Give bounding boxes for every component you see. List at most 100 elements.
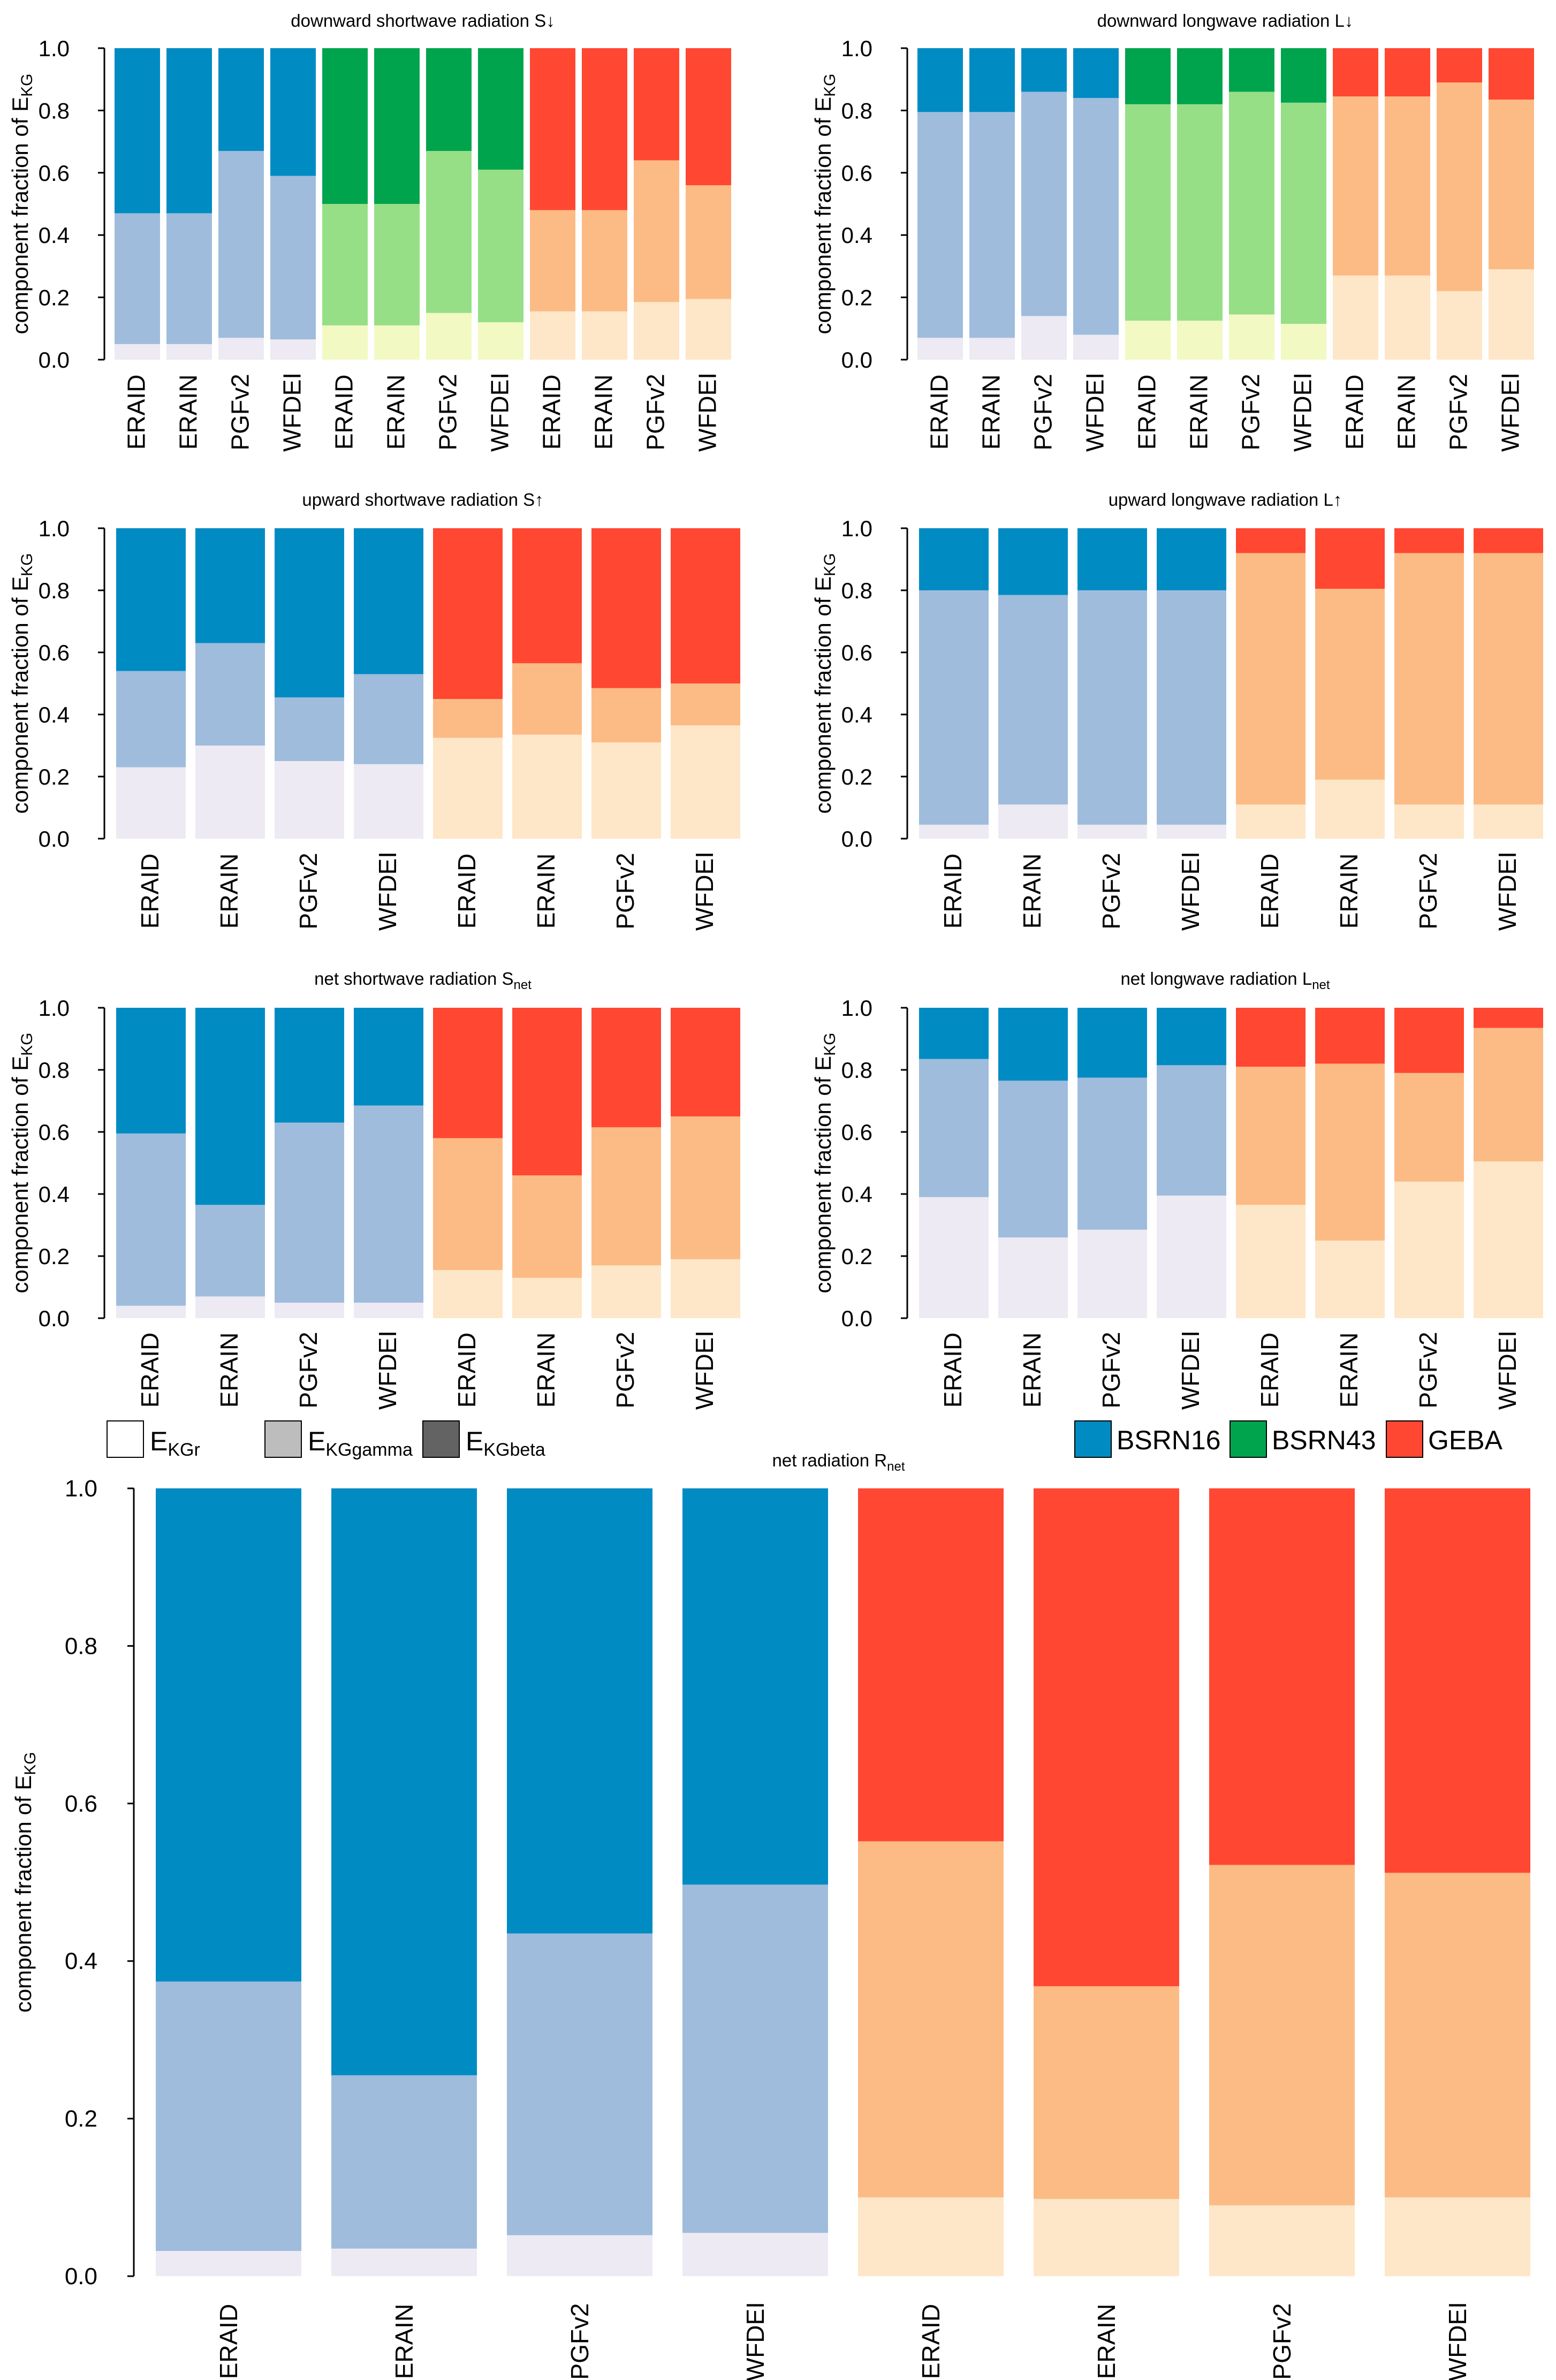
x-category-label: ERAID: [123, 375, 150, 450]
bar-geba-erain-ekggamma: [1315, 1063, 1385, 1241]
x-category-label: PGFv2: [1237, 374, 1265, 450]
x-category-label: WFDEI: [694, 372, 722, 452]
x-category-label: PGFv2: [611, 1332, 639, 1408]
bar-geba-eraid-ekgr: [433, 1270, 503, 1318]
legend-label-bsrn43: BSRN43: [1272, 1425, 1376, 1455]
bar-bsrn43-pgfv2-ekgbeta: [426, 48, 472, 151]
bar-geba-pgfv2-ekggamma: [591, 1127, 661, 1266]
bar-geba-erain-ekggamma: [512, 1175, 582, 1278]
bar-bsrn16-wfdei-ekgbeta: [682, 1488, 828, 1885]
bar-geba-eraid-ekgbeta: [858, 1488, 1004, 1842]
legend-item-geba: GEBA: [1386, 1420, 1503, 1458]
bar-bsrn43-erain-ekggamma: [374, 204, 420, 325]
y-tick-label: 0.8: [65, 1633, 97, 1659]
bar-bsrn16-pgfv2-ekgr: [275, 1303, 344, 1318]
bar-bsrn16-eraid-ekggamma: [115, 213, 160, 344]
bar-geba-pgfv2-ekggamma: [634, 160, 679, 302]
legend-swatch-bsrn16: [1074, 1420, 1112, 1458]
bar-geba-erain-ekggamma: [1034, 1986, 1179, 2199]
x-category-label: WFDEI: [1177, 1330, 1204, 1410]
y-tick-label: 0.2: [39, 764, 70, 789]
chart-panel-6: net longwave radiation Lnet component fra…: [810, 969, 1543, 1410]
bar-bsrn16-erain-ekgbeta: [969, 48, 1015, 112]
bar-bsrn16-wfdei-ekggamma: [270, 176, 316, 340]
x-category-label: ERAID: [1341, 375, 1369, 450]
bar-bsrn16-wfdei-ekggamma: [682, 1884, 828, 2233]
bar-geba-pgfv2-ekggamma: [591, 688, 661, 743]
chart-title-main: net shortwave radiation S: [314, 969, 513, 989]
y-axis-label: component fraction of EKG: [7, 1033, 36, 1294]
chart-title-sub: net: [1312, 978, 1330, 992]
bar-geba-erain-ekgr: [1315, 779, 1385, 839]
x-category-label: ERAID: [925, 375, 953, 450]
y-tick-label: 1.0: [39, 516, 70, 541]
x-category-label: ERAIN: [532, 1333, 560, 1408]
bar-bsrn16-wfdei-ekgbeta: [1157, 1008, 1226, 1066]
bar-bsrn16-erain-ekgbeta: [195, 528, 265, 643]
y-axis-label: component fraction of EKG: [810, 74, 839, 334]
x-category-label: ERAID: [538, 375, 566, 450]
bar-bsrn16-wfdei-ekgbeta: [270, 48, 316, 176]
bar-bsrn16-wfdei-ekgr: [1073, 334, 1119, 360]
bar-geba-wfdei-ekgbeta: [686, 48, 731, 186]
bar-geba-pgfv2-ekgr: [1209, 2205, 1355, 2276]
x-category-label: PGFv2: [1097, 853, 1125, 929]
bar-geba-erain-ekggamma: [1315, 589, 1385, 780]
bar-bsrn16-erain-ekgr: [331, 2248, 477, 2276]
x-category-label: PGFv2: [642, 374, 670, 450]
bar-geba-pgfv2-ekgbeta: [634, 48, 679, 161]
bar-bsrn43-erain-ekgbeta: [374, 48, 420, 204]
y-tick-label: 0.8: [39, 98, 70, 123]
bar-bsrn16-erain-ekggamma: [166, 213, 212, 344]
x-category-label: ERAID: [136, 854, 164, 929]
x-category-label: WFDEI: [1177, 851, 1204, 931]
bar-geba-erain-ekgr: [512, 1278, 582, 1318]
y-tick-label: 1.0: [841, 516, 872, 541]
x-category-label: WFDEI: [741, 2302, 769, 2380]
legend-swatch-geba: [1386, 1420, 1423, 1458]
y-tick-label: 0.2: [39, 1244, 70, 1269]
x-category-label: ERAID: [1256, 1333, 1284, 1408]
bar-bsrn16-wfdei-ekgr: [354, 764, 423, 839]
bar-bsrn16-erain-ekgr: [166, 344, 212, 360]
x-category-label: WFDEI: [1444, 2302, 1471, 2380]
y-tick-label: 0.8: [841, 578, 872, 603]
bar-geba-erain-ekgbeta: [512, 528, 582, 664]
bar-bsrn16-eraid-ekggamma: [917, 112, 963, 338]
legend-item-ekgr: EKGr: [107, 1420, 200, 1460]
bar-geba-pgfv2-ekggamma: [1209, 1865, 1355, 2206]
y-tick-label: 0.8: [39, 578, 70, 603]
chart-title-main: upward shortwave radiation S: [302, 490, 535, 510]
y-tick-label: 0.4: [39, 223, 70, 248]
legend-label-ekgr: EKGr: [150, 1426, 200, 1460]
bar-geba-erain-ekgr: [582, 311, 627, 360]
y-tick-label: 0.0: [841, 1306, 872, 1331]
chart-panel-4: upward longwave radiation L↑ component fr…: [810, 490, 1543, 931]
bar-geba-wfdei-ekgbeta: [1474, 528, 1543, 553]
chart-title: downward longwave radiation L↓: [1097, 11, 1354, 31]
bar-geba-pgfv2-ekgr: [1437, 291, 1482, 360]
legend-swatch-ekgbeta: [422, 1420, 460, 1458]
bar-geba-wfdei-ekgr: [671, 725, 740, 839]
bar-geba-wfdei-ekgr: [671, 1259, 740, 1318]
x-category-label: PGFv2: [434, 374, 462, 450]
bar-geba-erain-ekgbeta: [1315, 1008, 1385, 1064]
bar-bsrn16-pgfv2-ekggamma: [275, 1122, 344, 1303]
x-category-label: ERAIN: [1335, 1333, 1363, 1408]
bar-bsrn43-wfdei-ekggamma: [478, 169, 523, 323]
chart-title-sub: net: [514, 978, 532, 992]
bar-bsrn16-eraid-ekgbeta: [917, 48, 963, 112]
bar-geba-pgfv2-ekgbeta: [591, 1008, 661, 1128]
x-category-label: WFDEI: [690, 1330, 718, 1410]
bar-bsrn43-wfdei-ekgr: [478, 322, 523, 360]
bar-bsrn43-pgfv2-ekgbeta: [1229, 48, 1274, 92]
bar-geba-wfdei-ekggamma: [671, 683, 740, 726]
x-category-label: WFDEI: [486, 372, 514, 452]
bar-bsrn16-eraid-ekgbeta: [919, 1008, 989, 1059]
y-tick-label: 0.6: [39, 161, 70, 186]
bar-bsrn16-eraid-ekgbeta: [156, 1488, 301, 1982]
y-tick-label: 0.4: [39, 1182, 70, 1207]
chart-title-main: downward shortwave radiation S: [291, 11, 546, 31]
bar-geba-wfdei-ekgbeta: [1474, 1008, 1543, 1028]
bar-bsrn16-erain-ekgbeta: [195, 1008, 265, 1205]
